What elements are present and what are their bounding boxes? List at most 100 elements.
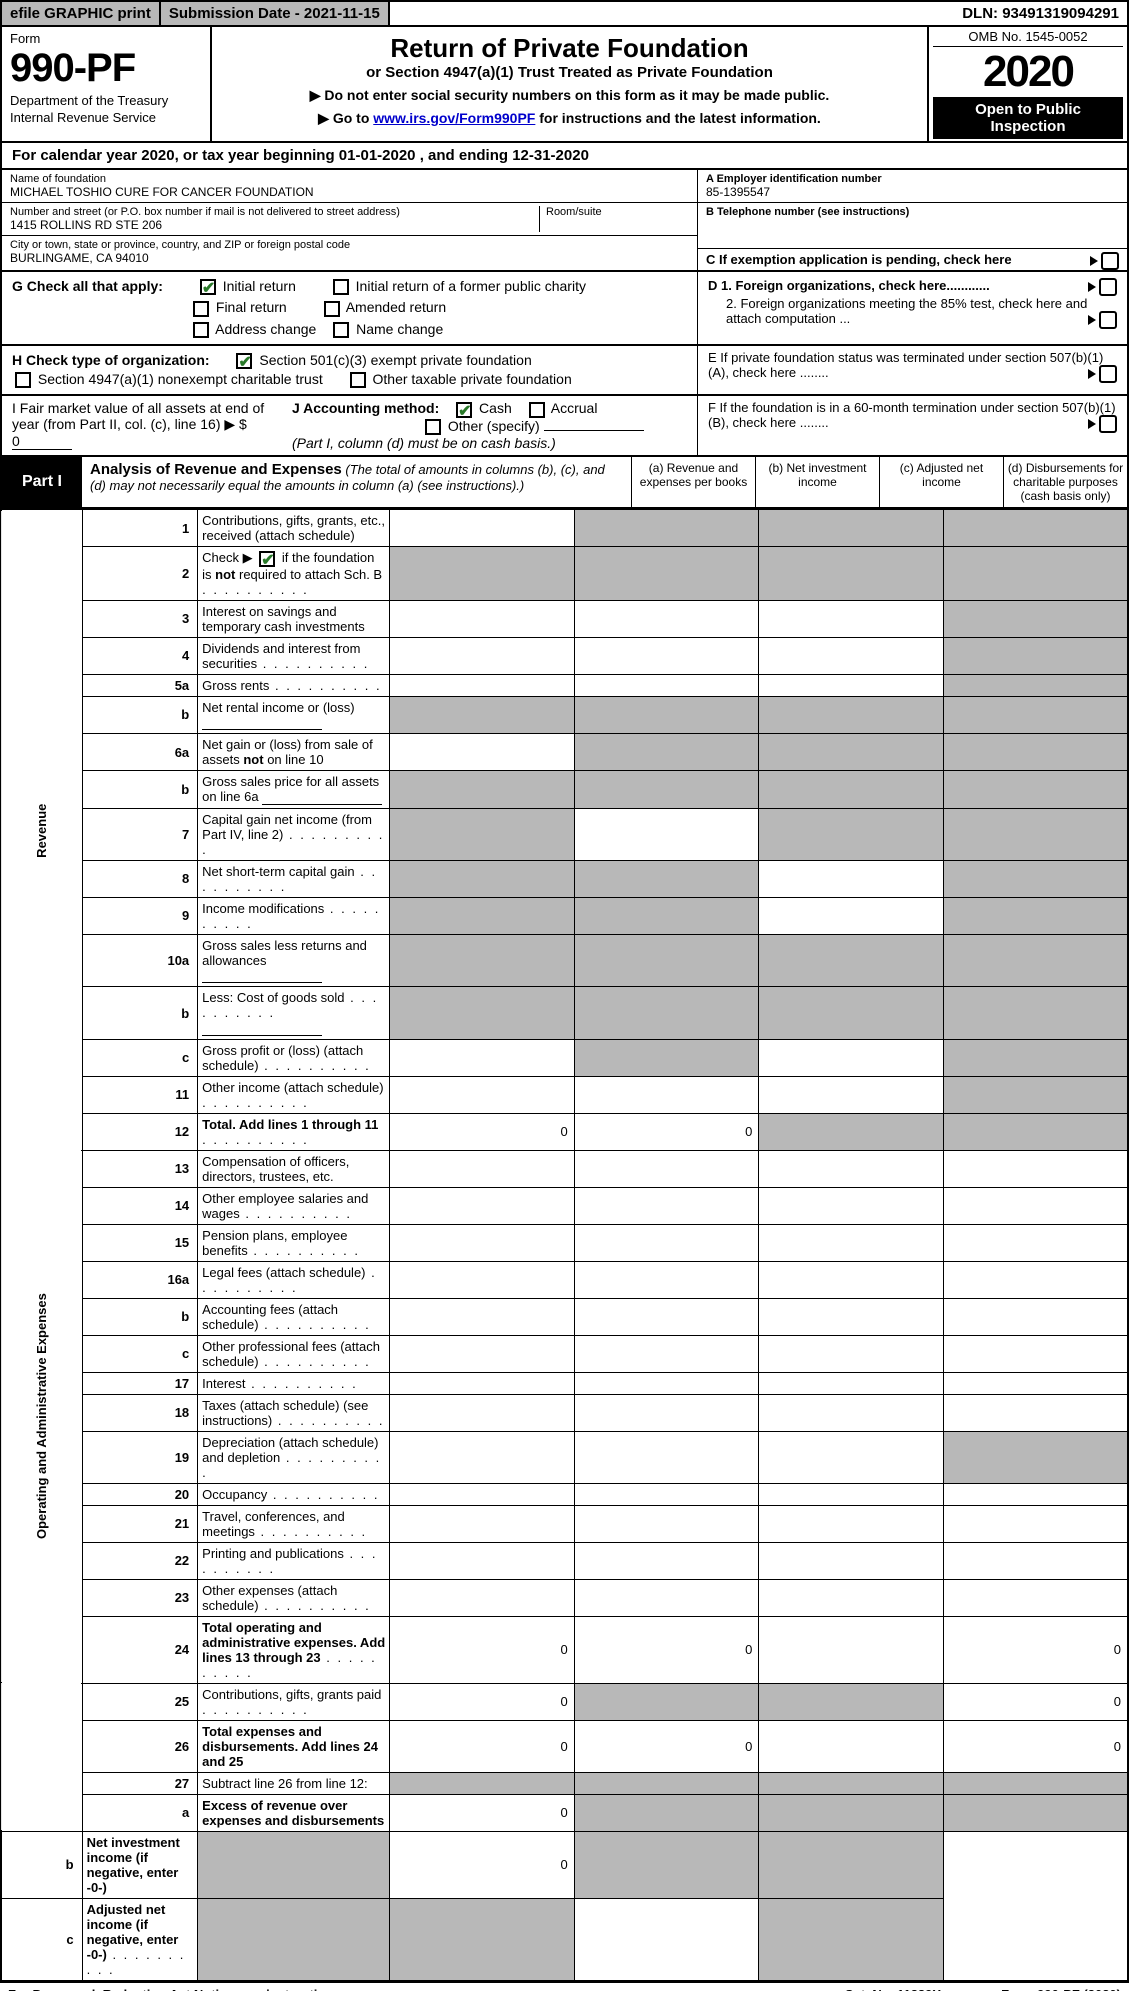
table-row: 21Travel, conferences, and meetings	[1, 1505, 1128, 1542]
checkbox-name[interactable]	[333, 322, 349, 338]
row-description: Depreciation (attach schedule) and deple…	[198, 1431, 390, 1483]
h-label: H Check type of organization:	[12, 352, 210, 368]
row-number: c	[82, 1039, 198, 1076]
cell-col-c	[759, 734, 944, 771]
cell-col-a: 0	[390, 1683, 575, 1720]
row-number: 7	[82, 808, 198, 860]
cell-col-c	[759, 1579, 944, 1616]
irs: Internal Revenue Service	[10, 110, 202, 125]
cell-col-b	[574, 1683, 759, 1720]
cell-col-d	[943, 1076, 1128, 1113]
footer-center: Cat. No. 11289X	[844, 1987, 941, 1991]
phone-label: B Telephone number (see instructions)	[706, 206, 1119, 218]
cell-col-d	[943, 1483, 1128, 1505]
arrow-icon	[1090, 256, 1098, 266]
room-label: Room/suite	[546, 206, 689, 218]
checkbox-address[interactable]	[193, 322, 209, 338]
table-row: cGross profit or (loss) (attach schedule…	[1, 1039, 1128, 1076]
checkbox-initial-former[interactable]	[333, 279, 349, 295]
cell-col-b	[574, 934, 759, 987]
cell-col-a	[198, 1831, 390, 1898]
cell-col-a	[390, 1150, 575, 1187]
form-subtitle: or Section 4947(a)(1) Trust Treated as P…	[222, 64, 917, 81]
row-description: Contributions, gifts, grants, etc., rece…	[198, 510, 390, 547]
cell-col-d	[943, 1542, 1128, 1579]
checkbox-other-method[interactable]	[425, 419, 441, 435]
checkbox-4947[interactable]	[15, 372, 31, 388]
cell-col-b	[574, 1579, 759, 1616]
section-h: H Check type of organization: Section 50…	[0, 346, 1129, 397]
cell-col-d: 0	[943, 1683, 1128, 1720]
cell-col-d	[943, 860, 1128, 897]
checkbox-final[interactable]	[193, 301, 209, 317]
checkbox-initial-return[interactable]	[200, 279, 216, 295]
table-row: 23Other expenses (attach schedule)	[1, 1579, 1128, 1616]
cell-col-a: 0	[390, 1616, 575, 1683]
row-number: 17	[82, 1372, 198, 1394]
row-description: Gross rents	[198, 674, 390, 696]
row-description: Other income (attach schedule)	[198, 1076, 390, 1113]
table-row: 20Occupancy	[1, 1483, 1128, 1505]
cell-col-b	[574, 1076, 759, 1113]
cell-col-d	[943, 1224, 1128, 1261]
table-row: 16aLegal fees (attach schedule)	[1, 1261, 1128, 1298]
checkbox-c[interactable]	[1101, 252, 1119, 270]
cell-col-d	[943, 771, 1128, 809]
row-description: Interest on savings and temporary cash i…	[198, 600, 390, 637]
table-row: 8Net short-term capital gain	[1, 860, 1128, 897]
cell-col-c	[759, 934, 944, 987]
cell-col-a	[390, 771, 575, 809]
cell-col-a	[390, 1298, 575, 1335]
note-pre: ▶ Go to	[318, 110, 373, 126]
part-i-table: Revenue1Contributions, gifts, grants, et…	[0, 509, 1129, 1982]
row-number: a	[82, 1794, 198, 1831]
cell-col-a	[390, 1261, 575, 1298]
cell-col-c	[759, 510, 944, 547]
irs-link[interactable]: www.irs.gov/Form990PF	[373, 110, 535, 126]
c-label: C If exemption application is pending, c…	[706, 252, 1012, 267]
cell-col-a	[390, 1505, 575, 1542]
table-row: Operating and Administrative Expenses13C…	[1, 1150, 1128, 1187]
cell-col-c	[759, 1431, 944, 1483]
dln: DLN: 93491319094291	[954, 2, 1127, 25]
row-description: Other professional fees (attach schedule…	[198, 1335, 390, 1372]
cell-col-b	[574, 1224, 759, 1261]
checkbox-amended[interactable]	[324, 301, 340, 317]
cell-col-a	[390, 1039, 575, 1076]
col-b-header: (b) Net investment income	[755, 457, 879, 507]
checkbox-e[interactable]	[1099, 365, 1117, 383]
ein-label: A Employer identification number	[706, 173, 1119, 185]
row-description: Travel, conferences, and meetings	[198, 1505, 390, 1542]
cell-col-b	[574, 808, 759, 860]
cell-col-a	[390, 897, 575, 934]
checkbox-other-taxable[interactable]	[350, 372, 366, 388]
opt-cash: Cash	[479, 400, 512, 416]
cell-col-d	[943, 934, 1128, 987]
checkbox-cash[interactable]	[456, 402, 472, 418]
checkbox-f[interactable]	[1099, 415, 1117, 433]
ein-value: 85-1395547	[706, 185, 1119, 199]
cell-col-c	[759, 696, 944, 734]
cell-col-b	[574, 1372, 759, 1394]
cell-col-a	[390, 1542, 575, 1579]
cell-col-a	[390, 1483, 575, 1505]
checkbox-d2[interactable]	[1099, 311, 1117, 329]
cell-col-a	[390, 734, 575, 771]
cell-col-a: 0	[390, 1794, 575, 1831]
row-description: Contributions, gifts, grants paid	[198, 1683, 390, 1720]
checkbox-accrual[interactable]	[529, 402, 545, 418]
revenue-side-label: Revenue	[1, 510, 82, 1151]
cell-col-d	[943, 1394, 1128, 1431]
row-number: 14	[82, 1187, 198, 1224]
note-link: ▶ Go to www.irs.gov/Form990PF for instru…	[222, 110, 917, 127]
cell-col-d	[943, 674, 1128, 696]
row-description: Interest	[198, 1372, 390, 1394]
checkbox-d1[interactable]	[1099, 278, 1117, 296]
row-description: Income modifications	[198, 897, 390, 934]
table-row: 7Capital gain net income (from Part IV, …	[1, 808, 1128, 860]
table-row: 10aGross sales less returns and allowanc…	[1, 934, 1128, 987]
checkbox-sch-b[interactable]	[259, 551, 275, 567]
cell-col-c	[759, 808, 944, 860]
checkbox-501c3[interactable]	[236, 353, 252, 369]
row-description: Total expenses and disbursements. Add li…	[198, 1720, 390, 1772]
